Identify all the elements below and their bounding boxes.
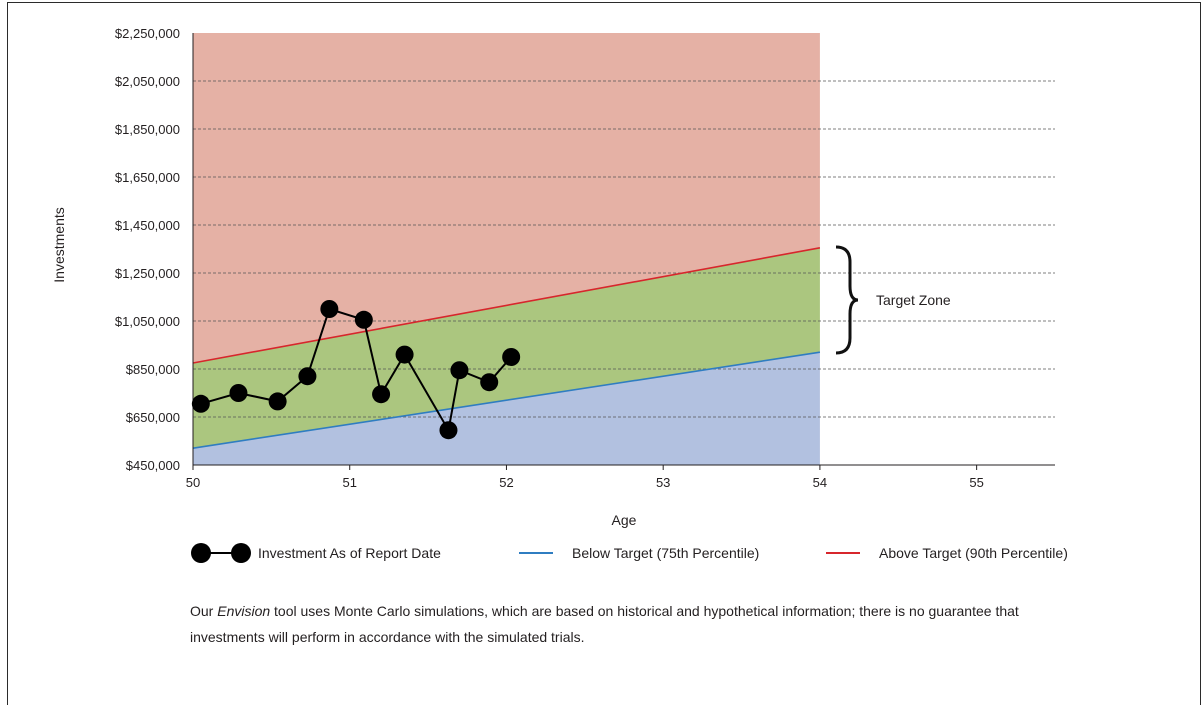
y-tick-label: $850,000	[126, 362, 180, 377]
data-layer	[191, 300, 521, 440]
x-tick-label: 53	[656, 475, 670, 490]
y-tick-label: $650,000	[126, 410, 180, 425]
y-tick-label: $2,250,000	[115, 26, 180, 41]
legend: Investment As of Report Date Below Targe…	[0, 540, 1202, 566]
y-tick-label: $450,000	[126, 458, 180, 473]
legend-item-above: Above Target (90th Percentile)	[826, 540, 1068, 566]
x-tick-label: 54	[813, 475, 827, 490]
legend-item-investment: Investment As of Report Date	[190, 540, 441, 566]
footnote-part1: Our	[190, 603, 218, 619]
x-tick-label: 51	[342, 475, 356, 490]
chart: $2,250,000 $2,050,000 $1,850,000 $1,650,000…	[51, 26, 1055, 528]
investment-point	[395, 345, 414, 364]
grid-layer	[193, 80, 1055, 418]
below-target-zone	[193, 352, 820, 465]
above-target-line	[192, 247, 821, 364]
investment-point	[480, 373, 499, 392]
investment-point	[229, 384, 248, 402]
legend-item-below: Below Target (75th Percentile)	[519, 540, 759, 566]
zones-layer	[193, 33, 820, 465]
footnote-brand: Envision	[217, 603, 271, 619]
investment-point	[298, 367, 317, 386]
y-tick-label: $2,050,000	[115, 74, 180, 89]
legend-label-above: Above Target (90th Percentile)	[879, 545, 1068, 561]
chart-frame	[7, 2, 1201, 705]
marker-line-icon	[191, 543, 251, 563]
investment-point	[354, 310, 373, 329]
x-tick-label: 52	[499, 475, 513, 490]
x-tick-label: 50	[186, 475, 200, 490]
target-zone-band	[193, 247, 820, 449]
blue-line-icon	[519, 552, 553, 554]
investment-point	[320, 300, 339, 318]
above-target-zone	[193, 33, 820, 363]
legend-label-below: Below Target (75th Percentile)	[572, 545, 760, 561]
y-tick-label: $1,050,000	[115, 314, 180, 329]
investment-point	[502, 348, 521, 366]
brace-icon	[835, 245, 859, 355]
footnote-part2: tool uses Monte Carlo simulations, which…	[190, 603, 1019, 645]
target-zone-label: Target Zone	[876, 292, 951, 308]
red-line-icon	[826, 552, 860, 554]
investment-point	[439, 421, 458, 440]
investment-point	[450, 361, 469, 380]
disclaimer-footnote: Our Envision tool uses Monte Carlo simul…	[190, 598, 1070, 650]
investment-point	[372, 385, 391, 404]
y-tick-label: $1,450,000	[115, 218, 180, 233]
axes-layer: $2,250,000 $2,050,000 $1,850,000 $1,650,000…	[115, 26, 1055, 490]
y-axis-title: Investments	[51, 207, 67, 282]
y-tick-label: $1,650,000	[115, 170, 180, 185]
legend-label-investment: Investment As of Report Date	[258, 545, 441, 561]
below-target-line	[192, 351, 821, 449]
y-tick-label: $1,850,000	[115, 122, 180, 137]
target-zone-brace: Target Zone	[835, 245, 951, 355]
y-tick-label: $1,250,000	[115, 266, 180, 281]
x-tick-label: 55	[969, 475, 983, 490]
investment-point	[268, 392, 287, 411]
investment-point	[191, 394, 210, 413]
x-axis-title: Age	[612, 512, 637, 528]
lines-layer	[192, 247, 821, 449]
